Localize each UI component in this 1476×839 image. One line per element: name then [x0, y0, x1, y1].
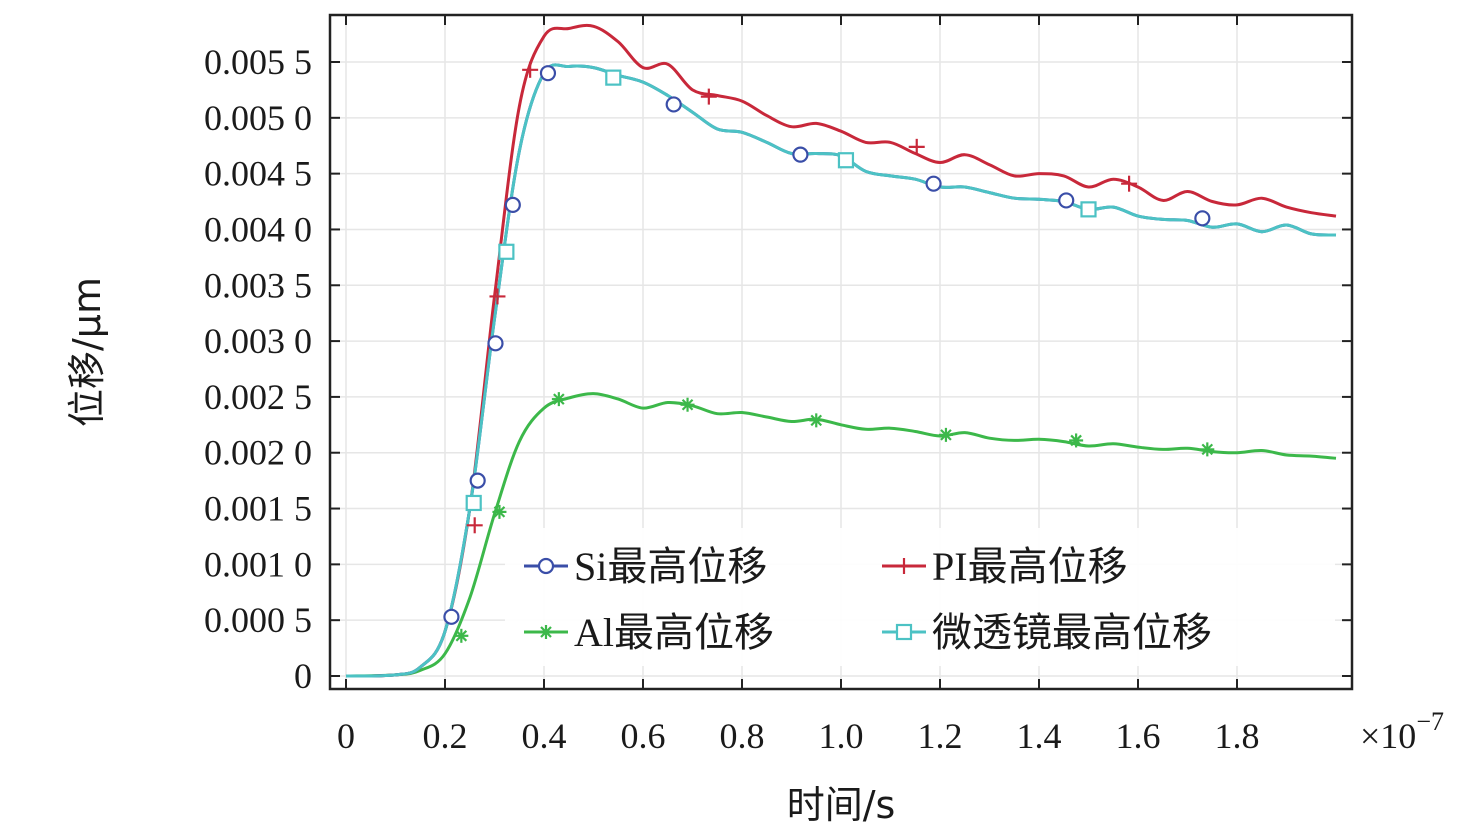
x-tick-label: 0.2 [423, 716, 468, 756]
y-tick-label: 0.005 5 [204, 42, 312, 82]
x-scale-exponent: −7 [1416, 707, 1444, 736]
data-point-series [837, 152, 855, 169]
legend-marker-icon [539, 625, 553, 639]
legend-item-series: 微透镜最高位移 [882, 610, 1212, 655]
data-point-Si [469, 472, 486, 489]
data-point-Al [551, 392, 566, 407]
data-point-Si [539, 65, 557, 82]
x-tick-label: 1.2 [918, 716, 963, 756]
legend-label: 微透镜最高位移 [932, 610, 1212, 655]
data-point-Al [680, 397, 695, 412]
y-tick-label: 0.003 0 [204, 321, 312, 361]
x-tick-label: 1.0 [819, 716, 864, 756]
y-tick-label: 0.001 5 [204, 489, 312, 529]
y-axis-ticks: 0 0.000 5 0.001 0 0.001 5 0.002 0 0.002 5 0.00… [204, 42, 1352, 696]
data-point-Al [1069, 433, 1084, 448]
legend-label: PI最高位移 [932, 544, 1128, 589]
data-point-series [498, 243, 515, 260]
y-tick-label: 0.004 0 [204, 209, 312, 249]
legend-marker-icon [537, 557, 555, 575]
data-point-Si [504, 196, 521, 213]
series-line-Al [345, 392, 1337, 678]
y-tick-label: 0.000 5 [204, 600, 312, 640]
y-tick-label: 0.003 5 [204, 265, 312, 305]
data-point-PI [522, 61, 539, 78]
legend-label: Al最高位移 [574, 610, 774, 655]
data-point-series [1080, 201, 1097, 218]
data-point-Si [1058, 192, 1075, 209]
data-point-Al [454, 628, 469, 643]
legend-item-Si: Si最高位移 [524, 544, 767, 589]
series-line-series [345, 63, 1337, 678]
data-point-Si [925, 175, 942, 192]
y-tick-label: 0.004 5 [204, 154, 312, 194]
y-tick-label: 0.005 0 [204, 98, 312, 138]
data-point-PI [700, 88, 717, 105]
data-point-Si [792, 146, 809, 163]
x-tick-label: 0.4 [522, 716, 567, 756]
data-point-Si [443, 608, 460, 625]
x-tick-label: 1.6 [1116, 716, 1161, 756]
data-point-Al [1200, 442, 1215, 457]
data-point-PI [489, 288, 506, 305]
x-tick-label: 0.8 [720, 716, 765, 756]
data-point-PI [466, 517, 483, 534]
x-tick-label: 1.4 [1017, 716, 1062, 756]
legend-label: Si最高位移 [574, 544, 767, 589]
legend-marker-icon [895, 623, 913, 641]
x-tick-label: 0 [337, 716, 355, 756]
x-tick-label: 0.6 [621, 716, 666, 756]
legend: Si最高位移 PI最高位移 Al最高位移 微透镜最高位移 [524, 544, 1212, 655]
y-tick-label: 0 [294, 656, 312, 696]
data-point-Al [809, 413, 824, 428]
y-tick-label: 0.002 5 [204, 377, 312, 417]
legend-marker-icon [896, 558, 912, 574]
series-markers [443, 61, 1215, 643]
data-point-Al [492, 504, 507, 519]
y-axis-title: 位移/μm [65, 277, 109, 427]
data-point-series [465, 494, 482, 512]
x-axis-title: 时间/s [787, 783, 896, 827]
data-point-series [605, 69, 622, 86]
x-tick-label: 1.8 [1215, 716, 1260, 756]
y-tick-label: 0.001 0 [204, 544, 312, 584]
data-point-PI [1121, 175, 1138, 192]
legend-box [505, 528, 1335, 666]
data-point-Si [665, 96, 682, 113]
legend-item-Al: Al最高位移 [524, 610, 774, 655]
legend-item-PI: PI最高位移 [882, 544, 1128, 589]
data-point-PI [908, 138, 925, 155]
x-scale-label: ×10−7 [1360, 707, 1444, 756]
data-point-Al [938, 427, 953, 442]
y-tick-label: 0.002 0 [204, 433, 312, 473]
data-point-Si [487, 335, 504, 352]
x-axis-ticks: 0 0.2 0.4 0.6 0.8 1.0 1.2 1.4 1.6 1.8 [337, 15, 1260, 756]
data-point-Si [1194, 210, 1211, 227]
